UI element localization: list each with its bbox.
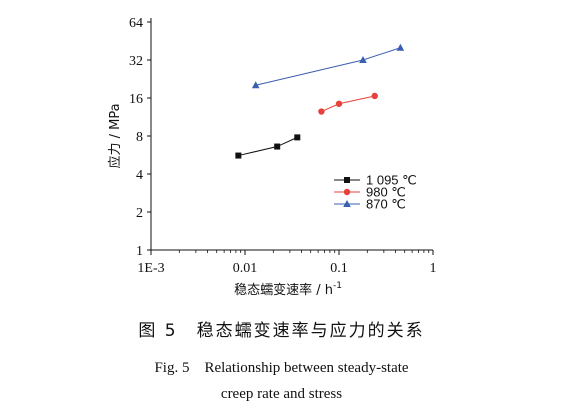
y-tick-label: 32 [129, 54, 143, 69]
x-tick-label: 0.1 [330, 261, 348, 276]
legend-item-2: 980 ℃ [334, 185, 406, 200]
figure-caption-cn: 图 5 稳态蠕变速率与应力的关系 [138, 321, 425, 341]
y-tick-label: 16 [129, 92, 143, 107]
data-point [396, 43, 405, 51]
figure-caption-en-line2: creep rate and stress [220, 386, 343, 402]
data-point [318, 108, 325, 115]
y-tick-label: 2 [136, 206, 143, 221]
data-point [371, 92, 378, 100]
y-axis-label: 应力 / MPa [107, 103, 123, 168]
x-tick-label: 1E-3 [137, 261, 164, 276]
data-point [274, 143, 281, 150]
x-tick-label: 0.01 [233, 261, 258, 276]
legend-item-1: 1 095 ℃ [334, 173, 417, 188]
legend-label: 870 ℃ [366, 197, 406, 212]
data-point [235, 152, 242, 159]
ticks: 1 2 4 8 16 32 64 1E-3 0.01 0.1 1 [129, 16, 437, 276]
x-axis-label: 稳态蠕变速率 / h-1 [234, 281, 342, 298]
x-axis-label-superscript: -1 [333, 281, 342, 291]
y-tick-label: 4 [136, 168, 143, 183]
series-layer [235, 43, 405, 159]
y-tick-label: 1 [136, 244, 143, 259]
series-2 [318, 92, 378, 115]
data-point [294, 134, 301, 141]
legend-label: 980 ℃ [366, 185, 406, 200]
series-3 [251, 43, 405, 89]
figure-caption-en-line1: Fig. 5 Relationship between steady-state [154, 360, 409, 376]
data-point [335, 100, 343, 107]
y-tick-label: 8 [136, 130, 143, 145]
legend-label: 1 095 ℃ [366, 173, 417, 188]
series-line [238, 136, 298, 157]
axes [150, 18, 433, 251]
data-point [251, 81, 260, 89]
legend-marker [344, 177, 350, 183]
series-1 [235, 134, 301, 159]
legend-item-3: 870 ℃ [334, 197, 406, 212]
legend-marker [343, 200, 351, 207]
legend-marker [343, 188, 351, 196]
data-point [359, 56, 367, 63]
series-line [255, 47, 401, 86]
y-tick-label: 64 [129, 16, 143, 31]
x-tick-label: 1 [430, 261, 437, 276]
series-line [321, 95, 375, 112]
